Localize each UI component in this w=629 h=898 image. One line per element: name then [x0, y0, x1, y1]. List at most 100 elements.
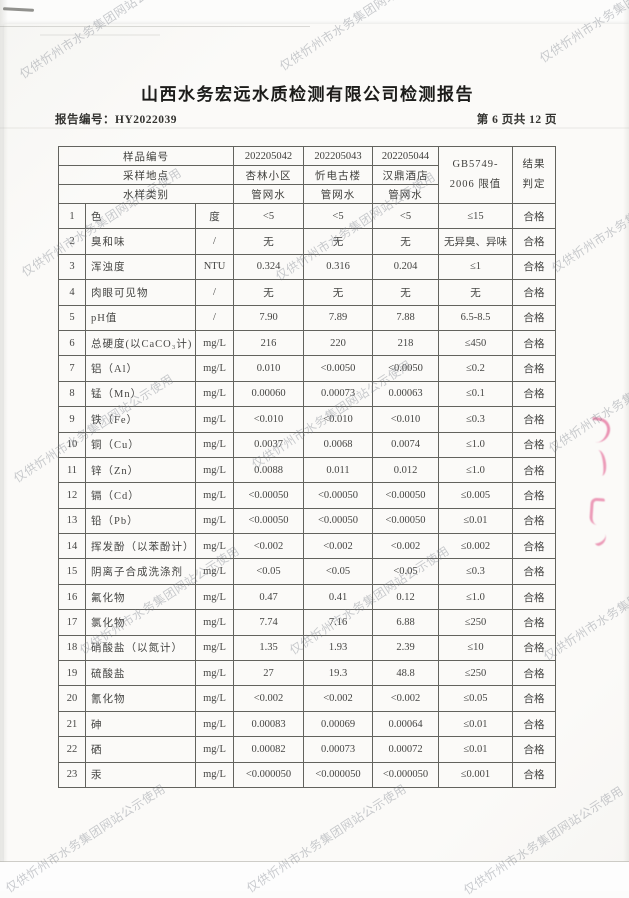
- row-number: 3: [58, 253, 86, 281]
- parameter-name: 浑浊度: [85, 253, 196, 281]
- value-sample-2: 无: [303, 228, 373, 255]
- value-sample-2: 220: [303, 329, 373, 357]
- table-row: 18 硝酸盐（以氮计） mg/L 1.35 1.93 2.39 ≤10 合格: [58, 634, 556, 662]
- result-judgment: 合格: [512, 558, 556, 585]
- row-number: 21: [58, 710, 86, 738]
- value-sample-1: <0.000050: [233, 761, 304, 788]
- value-sample-1: 1.35: [233, 634, 304, 662]
- scanner-streak: [0, 127, 629, 129]
- result-judgment: 合格: [512, 406, 556, 433]
- row-number: 17: [58, 609, 86, 636]
- result-judgment: 合格: [512, 355, 556, 382]
- value-sample-1: <0.00050: [233, 507, 304, 535]
- result-judgment: 合格: [512, 329, 556, 357]
- value-sample-2: <0.000050: [303, 761, 373, 788]
- limit-value: ≤0.002: [438, 533, 513, 560]
- table-body: 1 色度 <5 <5 <5 ≤15 合格 2 臭和味 / 无无无无异臭、异味 合格 3 浑浊度 NTU 0.3…: [58, 202, 556, 788]
- value-sample-3: 0.00072: [372, 736, 439, 763]
- parameter-name: 镉（Cd）: [85, 482, 196, 509]
- result-judgment: 合格: [512, 228, 556, 255]
- value-sample-1: 0.00083: [233, 710, 304, 738]
- parameter-name: 硒: [85, 736, 196, 763]
- location-2: 忻电古楼: [303, 165, 373, 185]
- limit-column-header: GB5749- 2006 限值: [438, 146, 513, 204]
- limit-value: ≤1.0: [438, 431, 513, 458]
- table-row: 14 挥发酚（以苯酚计） mg/L <0.002 <0.002 <0.002 ≤0.002 合…: [58, 533, 556, 560]
- header-row-water-type: 水样类别 管网水 管网水 管网水: [58, 184, 556, 204]
- value-sample-1: 216: [233, 329, 304, 357]
- result-judgment: 合格: [512, 583, 556, 611]
- row-number: 11: [58, 456, 86, 484]
- value-sample-3: 0.0074: [372, 431, 439, 458]
- value-sample-2: <0.010: [303, 406, 373, 433]
- water-type-3: 管网水: [372, 184, 439, 204]
- limit-header-line2: 2006 限值: [449, 179, 502, 190]
- value-sample-2: 无: [303, 279, 373, 306]
- value-sample-2: 0.316: [303, 253, 373, 281]
- unit: mg/L: [195, 736, 234, 763]
- parameter-name: 锰（Mn）: [85, 380, 196, 408]
- value-sample-3: 0.204: [372, 253, 439, 281]
- water-type-1: 管网水: [233, 184, 304, 204]
- limit-value: ≤0.2: [438, 355, 513, 382]
- limit-value: ≤0.1: [438, 380, 513, 408]
- result-judgment: 合格: [512, 710, 556, 738]
- value-sample-2: 7.16: [303, 609, 373, 636]
- limit-value: ≤0.01: [438, 736, 513, 763]
- unit: mg/L: [195, 634, 234, 662]
- parameter-name: 铁（Fe）: [85, 406, 196, 433]
- value-sample-3: 48.8: [372, 660, 439, 687]
- report-number: 报告编号：HY2022039: [55, 114, 177, 126]
- sample-id-3: 202205044: [372, 146, 439, 166]
- value-sample-3: <5: [372, 202, 439, 230]
- unit: mg/L: [195, 355, 234, 382]
- limit-value: ≤0.01: [438, 710, 513, 738]
- limit-value: 6.5-8.5: [438, 304, 513, 331]
- value-sample-3: 0.12: [372, 583, 439, 611]
- result-judgment: 合格: [512, 304, 556, 331]
- parameter-name: 总硬度(以CaCO₃计): [85, 329, 196, 357]
- table-row: 17 氯化物 mg/L 7.74 7.16 6.88 ≤250 合格: [58, 609, 556, 636]
- result-judgment: 合格: [512, 202, 556, 230]
- row-number: 22: [58, 736, 86, 763]
- limit-value: ≤10: [438, 634, 513, 662]
- result-judgment: 合格: [512, 634, 556, 662]
- limit-value: ≤0.05: [438, 685, 513, 712]
- parameter-name: 汞: [85, 761, 196, 788]
- result-judgment: 合格: [512, 609, 556, 636]
- row-number: 16: [58, 583, 86, 611]
- result-judgment: 合格: [512, 380, 556, 408]
- value-sample-1: <0.002: [233, 533, 304, 560]
- scan-edge-shadow-right: [623, 0, 629, 862]
- value-sample-2: 0.011: [303, 456, 373, 484]
- location-1: 杏林小区: [233, 165, 304, 185]
- row-number: 4: [58, 279, 86, 306]
- table-row: 7 铝（Al） mg/L 0.010 <0.0050 <0.0050 ≤0.2 合格: [58, 355, 556, 382]
- row-number: 10: [58, 431, 86, 458]
- value-sample-3: <0.002: [372, 685, 439, 712]
- table-row: 2 臭和味 / 无无无无异臭、异味 合格: [58, 228, 556, 255]
- value-sample-1: 0.324: [233, 253, 304, 281]
- value-sample-3: 无: [372, 228, 439, 255]
- parameter-name: 臭和味: [85, 228, 196, 255]
- value-sample-2: 0.0068: [303, 431, 373, 458]
- value-sample-2: <0.00050: [303, 482, 373, 509]
- paper-top-edge: [0, 26, 310, 27]
- value-sample-1: <0.05: [233, 558, 304, 585]
- value-sample-1: 0.010: [233, 355, 304, 382]
- unit: mg/L: [195, 406, 234, 433]
- result-column-header: 结果 判定: [512, 146, 556, 204]
- page-indicator: 第 6 页共 12 页: [476, 114, 557, 126]
- value-sample-2: 7.89: [303, 304, 373, 331]
- parameter-name: 硝酸盐（以氮计）: [85, 634, 196, 662]
- row-number: 13: [58, 507, 86, 535]
- value-sample-3: <0.00050: [372, 507, 439, 535]
- parameter-name: 挥发酚（以苯酚计）: [85, 533, 196, 560]
- unit: mg/L: [195, 660, 234, 687]
- value-sample-3: 0.00064: [372, 710, 439, 738]
- limit-value: ≤0.001: [438, 761, 513, 788]
- value-sample-2: 0.00073: [303, 380, 373, 408]
- sample-location-label: 采样地点: [58, 165, 234, 185]
- row-number: 6: [58, 329, 86, 357]
- table-row: 5 pH值/7.90 7.89 7.88 6.5-8.5 合格: [58, 304, 556, 331]
